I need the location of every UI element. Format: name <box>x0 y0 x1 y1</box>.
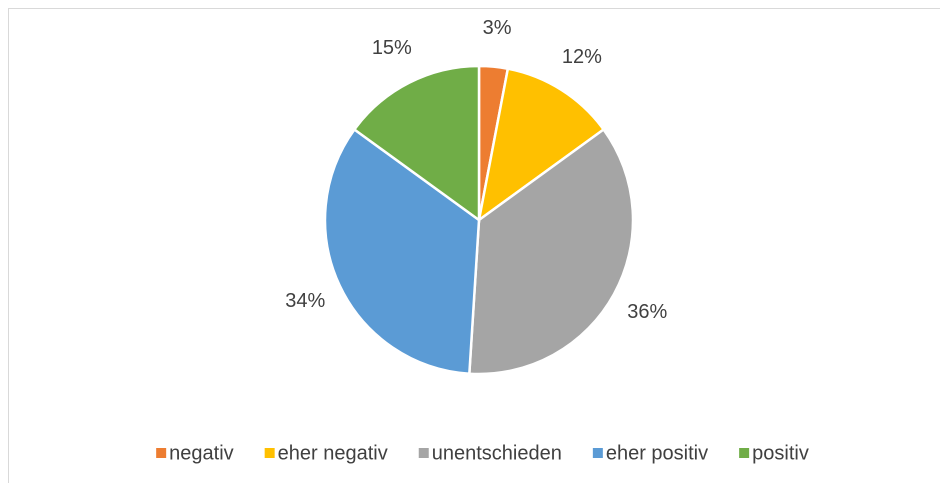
data-label: 12% <box>562 46 602 68</box>
legend-label: positiv <box>752 442 809 464</box>
legend-marker <box>264 448 275 458</box>
legend-marker <box>592 448 603 458</box>
legend-marker <box>739 448 750 458</box>
pie-slice <box>323 127 481 376</box>
legend-label: eher negativ <box>278 442 388 464</box>
legend-marker <box>156 448 167 458</box>
legend-label: eher positiv <box>606 442 708 464</box>
legend-label: negativ <box>169 442 234 464</box>
data-label: 34% <box>285 290 325 312</box>
pie-slice <box>352 64 481 223</box>
pie-slice <box>468 127 635 376</box>
legend-marker <box>418 448 429 458</box>
legend-label: unentschieden <box>432 442 562 464</box>
data-label: 36% <box>627 301 667 323</box>
data-label: 3% <box>483 17 512 39</box>
pie-slice <box>477 67 606 223</box>
data-label: 15% <box>372 37 412 59</box>
